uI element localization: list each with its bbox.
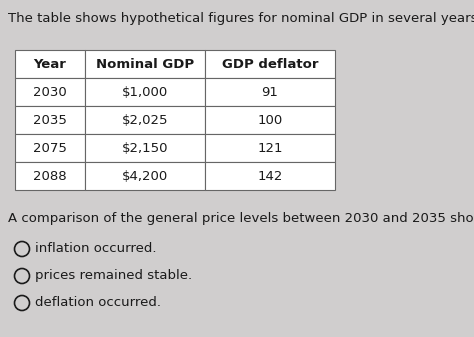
Bar xyxy=(205,106,335,134)
Text: 2075: 2075 xyxy=(33,142,67,154)
Text: $2,025: $2,025 xyxy=(122,114,168,126)
Bar xyxy=(15,78,85,106)
Text: deflation occurred.: deflation occurred. xyxy=(36,297,162,309)
Bar xyxy=(85,78,205,106)
Text: 2030: 2030 xyxy=(33,86,67,98)
Bar xyxy=(205,134,335,162)
Bar xyxy=(15,50,85,78)
Bar xyxy=(85,134,205,162)
Bar xyxy=(15,106,85,134)
Text: $1,000: $1,000 xyxy=(122,86,168,98)
Text: Year: Year xyxy=(34,58,66,70)
Text: The table shows hypothetical figures for nominal GDP in several years.: The table shows hypothetical figures for… xyxy=(8,12,474,25)
Bar xyxy=(205,78,335,106)
Text: $2,150: $2,150 xyxy=(122,142,168,154)
Text: $4,200: $4,200 xyxy=(122,170,168,183)
Bar xyxy=(205,162,335,190)
Text: 91: 91 xyxy=(262,86,278,98)
Text: GDP deflator: GDP deflator xyxy=(222,58,318,70)
Bar xyxy=(15,134,85,162)
Bar xyxy=(205,50,335,78)
Text: 142: 142 xyxy=(257,170,283,183)
Text: Nominal GDP: Nominal GDP xyxy=(96,58,194,70)
Text: 100: 100 xyxy=(257,114,283,126)
Bar xyxy=(85,106,205,134)
Text: 121: 121 xyxy=(257,142,283,154)
Text: 2088: 2088 xyxy=(33,170,67,183)
Bar xyxy=(85,162,205,190)
Bar xyxy=(85,50,205,78)
Text: prices remained stable.: prices remained stable. xyxy=(36,270,192,282)
Text: inflation occurred.: inflation occurred. xyxy=(36,243,157,255)
Bar xyxy=(15,162,85,190)
Text: A comparison of the general price levels between 2030 and 2035 show that: A comparison of the general price levels… xyxy=(8,212,474,225)
Text: 2035: 2035 xyxy=(33,114,67,126)
